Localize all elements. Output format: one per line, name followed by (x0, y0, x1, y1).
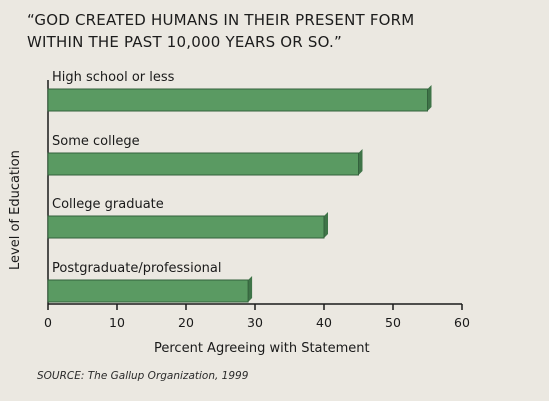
bar (47, 215, 325, 239)
x-tick-label: 0 (44, 315, 52, 330)
x-tick-label: 40 (316, 315, 332, 330)
x-tick-label: 30 (247, 315, 263, 330)
category-label: High school or less (52, 70, 175, 85)
bar (47, 279, 249, 303)
category-label: Postgraduate/professional (52, 261, 221, 276)
x-tick-label: 20 (178, 315, 194, 330)
bar-depth (358, 149, 363, 175)
x-axis-label: Percent Agreeing with Statement (154, 341, 370, 356)
bar (47, 88, 428, 112)
category-label: Some college (52, 134, 140, 149)
chart-title-line-2: WITHIN THE PAST 10,000 YEARS OR SO.” (27, 33, 342, 51)
bar (47, 152, 359, 176)
bar-depth (248, 276, 253, 302)
x-tick-label: 50 (385, 315, 401, 330)
y-axis-label: Level of Education (8, 150, 23, 270)
x-tick-label: 10 (109, 315, 125, 330)
x-tick-label: 60 (454, 315, 470, 330)
source-note: SOURCE: The Gallup Organization, 1999 (37, 370, 249, 382)
bar-depth (324, 212, 328, 238)
chart-title-line-1: “GOD CREATED HUMANS IN THEIR PRESENT FOR… (27, 11, 415, 29)
category-label: College graduate (52, 197, 164, 212)
bar-depth (427, 85, 432, 111)
